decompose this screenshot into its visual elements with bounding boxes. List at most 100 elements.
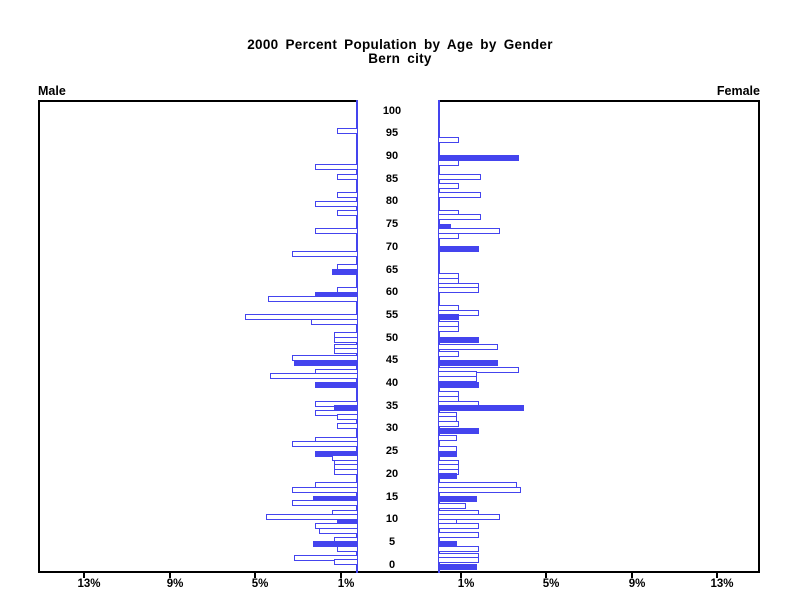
female-axis-header: Female [716, 84, 760, 98]
age-label-100: 100 [382, 105, 402, 117]
male-bar-age-65 [332, 269, 358, 275]
female-bar-age-45 [438, 360, 498, 366]
male-bar-age-96 [337, 128, 358, 134]
male-bar-age-33 [337, 414, 358, 420]
male-bar-age-78 [337, 210, 358, 216]
age-label-50: 50 [385, 332, 399, 344]
male-bar-age-54 [311, 319, 358, 325]
male-bar-age-80 [315, 201, 358, 207]
male-bar-age-34 [315, 410, 358, 416]
age-label-15: 15 [385, 491, 399, 503]
x-tick-1% [340, 573, 342, 578]
chart-title: 2000 Percent Population by Age by Gender [247, 37, 553, 52]
female-bar-age-0 [438, 564, 477, 570]
female-bar-age-17 [438, 487, 521, 493]
male-bar-age-82 [337, 192, 358, 198]
x-tick-label-13%: 13% [77, 578, 101, 590]
x-tick-13% [83, 573, 85, 578]
male-bar-age-5 [313, 541, 358, 547]
female-bar-age-30 [438, 428, 479, 434]
male-bar-age-4 [337, 546, 358, 552]
x-tick-label-1%: 1% [457, 578, 475, 590]
x-tick-9% [631, 573, 633, 578]
age-label-20: 20 [385, 468, 399, 480]
chart-subtitle: Bern city [368, 51, 432, 66]
male-bar-age-69 [292, 251, 358, 257]
age-label-0: 0 [388, 559, 396, 571]
female-bar-age-20 [438, 473, 457, 479]
x-tick-5% [545, 573, 547, 578]
female-bar-age-55 [438, 314, 459, 320]
female-bar-age-90 [438, 155, 519, 161]
female-bar-age-61 [438, 287, 479, 293]
male-axis-header: Male [38, 84, 66, 98]
age-label-10: 10 [385, 513, 399, 525]
female-bar-age-41.5 [438, 376, 477, 382]
female-bar-age-84 [438, 183, 459, 189]
male-bar-age-21 [334, 469, 358, 475]
male-bar-age-42 [270, 373, 358, 379]
male-bar-age-55 [245, 314, 358, 320]
x-tick-13% [716, 573, 718, 578]
x-tick-9% [169, 573, 171, 578]
age-label-85: 85 [385, 173, 399, 185]
age-label-60: 60 [385, 286, 399, 298]
female-bar-age-15 [438, 496, 477, 502]
male-bar-age-40 [315, 382, 358, 388]
male-bar-age-14 [292, 500, 358, 506]
male-bar-age-47.5 [334, 348, 358, 354]
age-label-80: 80 [385, 195, 399, 207]
female-bar-age-94 [438, 137, 459, 143]
female-bar-age-25 [438, 451, 457, 457]
female-bar-age-89 [438, 160, 459, 166]
x-tick-label-13%: 13% [710, 578, 734, 590]
female-zero-baseline [438, 100, 440, 573]
male-bar-age-8 [319, 528, 358, 534]
male-bar-age-59 [268, 296, 358, 302]
male-bar-age-2 [294, 555, 358, 561]
female-bar-age-77 [438, 214, 481, 220]
age-label-75: 75 [385, 218, 399, 230]
female-bar-age-13.5 [438, 503, 466, 509]
age-label-45: 45 [385, 354, 399, 366]
male-bar-age-31 [337, 423, 358, 429]
x-tick-label-9%: 9% [628, 578, 646, 590]
age-label-40: 40 [385, 377, 399, 389]
x-tick-label-5%: 5% [542, 578, 560, 590]
male-bar-age-11 [266, 514, 358, 520]
x-tick-label-1%: 1% [337, 578, 355, 590]
female-bar-age-7 [438, 532, 479, 538]
female-bar-age-28.5 [438, 435, 457, 441]
female-bar-age-43.5 [438, 367, 519, 373]
female-bar-age-47 [438, 351, 459, 357]
male-bar-age-88 [315, 164, 358, 170]
age-label-65: 65 [385, 264, 399, 276]
female-bar-age-11 [438, 514, 500, 520]
female-bar-age-9 [438, 523, 479, 529]
age-label-30: 30 [385, 422, 399, 434]
age-label-5: 5 [388, 536, 396, 548]
male-bar-age-27 [292, 441, 358, 447]
female-bar-age-74 [438, 228, 500, 234]
age-label-25: 25 [385, 445, 399, 457]
male-bar-age-74 [315, 228, 358, 234]
x-tick-label-5%: 5% [251, 578, 269, 590]
male-bar-age-45 [294, 360, 358, 366]
age-label-90: 90 [385, 150, 399, 162]
age-label-95: 95 [385, 127, 399, 139]
age-label-35: 35 [385, 400, 399, 412]
female-bar-age-50 [438, 337, 479, 343]
age-label-70: 70 [385, 241, 399, 253]
male-bar-age-1 [334, 559, 358, 565]
bottom-axis-line [356, 571, 440, 573]
male-plot-frame [38, 100, 358, 573]
age-label-55: 55 [385, 309, 399, 321]
male-bar-age-86 [337, 174, 358, 180]
female-bar-age-82 [438, 192, 481, 198]
female-bar-age-31.5 [438, 421, 459, 427]
female-bar-age-52.5 [438, 326, 459, 332]
female-bar-age-70 [438, 246, 479, 252]
x-tick-1% [460, 573, 462, 578]
female-bar-age-48.5 [438, 344, 498, 350]
